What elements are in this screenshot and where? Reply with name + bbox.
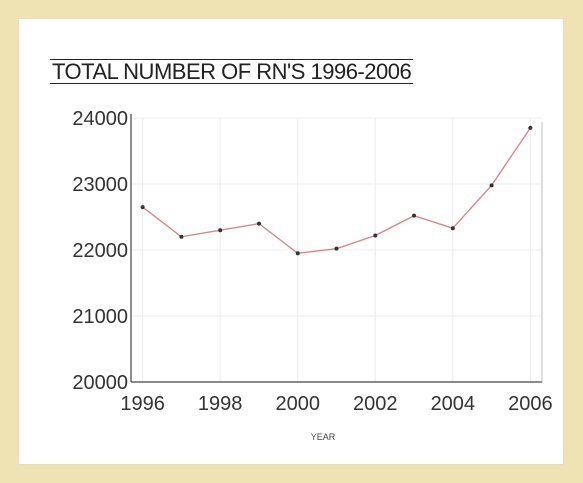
x-tick-labels: 1996 1998 2000 2002 2004 2006 <box>120 393 552 415</box>
data-point <box>334 246 339 251</box>
chart-title: TOTAL NUMBER OF RN'S 1996-2006 <box>50 59 414 84</box>
data-point <box>373 233 378 238</box>
x-tick-label: 1998 <box>198 393 243 415</box>
y-tick-label: 23000 <box>72 174 128 196</box>
y-tick-labels: 20000 21000 22000 23000 24000 <box>72 108 128 394</box>
x-tick-label: 2006 <box>508 393 553 415</box>
series-group <box>140 125 533 256</box>
data-point <box>179 234 184 239</box>
y-tick-label: 22000 <box>72 240 128 262</box>
data-point <box>528 125 533 130</box>
x-axis-title: YEAR <box>311 432 336 442</box>
data-point <box>256 221 261 226</box>
y-tick-label: 21000 <box>72 306 128 328</box>
data-point <box>450 226 455 231</box>
axes <box>130 114 543 383</box>
x-tick-label: 2004 <box>431 393 476 415</box>
chart-panel <box>18 18 564 465</box>
x-tick-label: 2000 <box>275 393 320 415</box>
y-tick-label: 24000 <box>72 108 128 130</box>
x-tick-label: 2002 <box>353 393 398 415</box>
data-point <box>140 205 145 210</box>
data-point <box>412 213 417 218</box>
data-point <box>489 183 494 188</box>
series-line <box>142 127 531 255</box>
x-tick-label: 1996 <box>120 393 165 415</box>
y-tick-label: 20000 <box>72 372 128 394</box>
data-point <box>218 228 223 233</box>
data-point <box>295 251 300 256</box>
